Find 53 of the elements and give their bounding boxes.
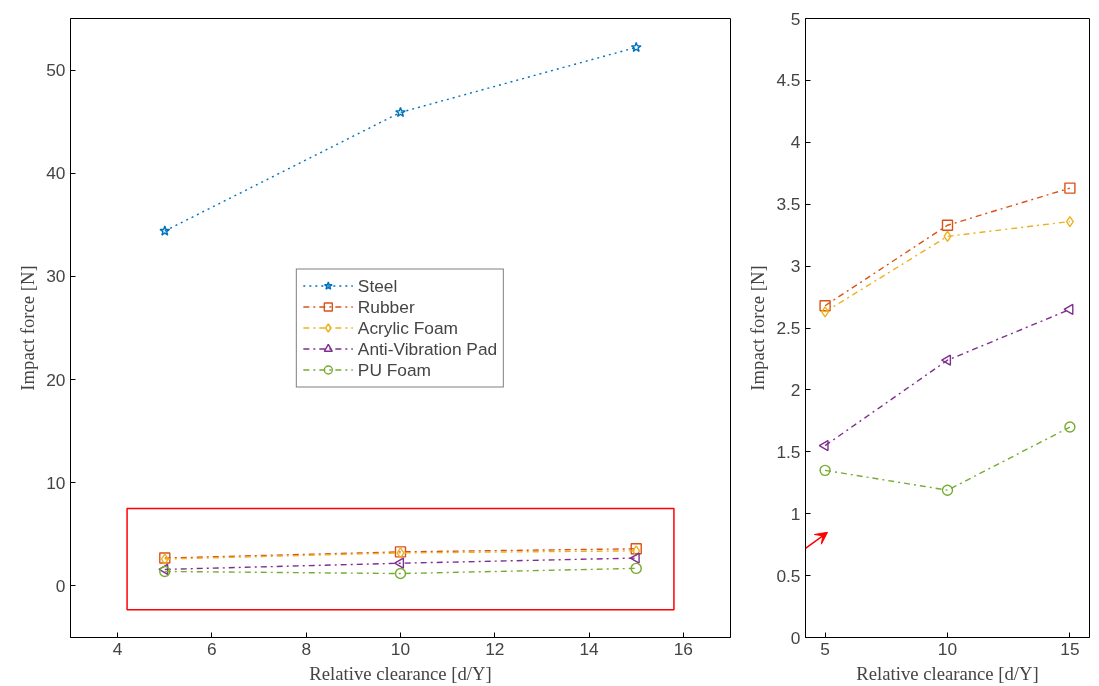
point — [1064, 182, 1076, 194]
x-tick-label: 12 — [485, 638, 505, 659]
point — [819, 300, 831, 312]
x-tick-label: 5 — [820, 638, 830, 659]
y-tick-label: 3 — [790, 256, 801, 277]
y-tick-label: 4.5 — [776, 70, 801, 91]
x-axis-title: Relative clearance [d/Y] — [856, 662, 1039, 684]
y-tick-label: 10 — [46, 472, 66, 493]
y-axis-title: Impact force [N] — [17, 265, 39, 391]
y-tick-label: 0.5 — [776, 565, 801, 586]
point — [159, 225, 171, 236]
legend-label: Anti-Vibration Pad — [357, 338, 498, 359]
y-tick-label: 40 — [46, 163, 66, 184]
x-tick-label: 16 — [673, 638, 693, 659]
point — [1063, 303, 1074, 316]
legend-label: Steel — [357, 275, 398, 296]
y-tick-label: 5 — [790, 8, 801, 29]
point — [819, 464, 831, 477]
point — [821, 306, 830, 318]
point — [394, 567, 407, 580]
point — [941, 484, 954, 496]
y-tick-label: 4 — [790, 132, 801, 153]
x-tick-label: 10 — [390, 638, 411, 659]
legend-label: Acrylic Foam — [357, 317, 458, 338]
x-axis-title: Relative clearance [d/Y] — [309, 662, 492, 684]
legend-label: PU Foam — [357, 359, 432, 380]
x-tick-label: 10 — [937, 638, 958, 659]
y-tick-label: 50 — [46, 60, 66, 81]
x-tick-label: 14 — [579, 638, 600, 659]
point — [630, 41, 642, 53]
y-tick-label: 1.5 — [776, 441, 801, 462]
point — [629, 552, 640, 564]
y-tick-label: 3.5 — [776, 194, 801, 215]
y-tick-label: 0 — [790, 627, 801, 648]
x-tick-label: 8 — [301, 638, 312, 659]
y-tick-label: 2 — [790, 379, 801, 400]
y-tick-label: 20 — [46, 369, 66, 390]
y-tick-label: 30 — [46, 266, 66, 287]
point — [395, 106, 406, 118]
point — [394, 557, 405, 569]
point — [630, 562, 642, 575]
point — [1064, 421, 1076, 433]
y-tick-label: 1 — [790, 503, 801, 524]
legend-label: Rubber — [357, 296, 415, 317]
point — [941, 354, 952, 366]
point — [941, 219, 954, 231]
y-axis-title: Impact force [N] — [747, 265, 769, 391]
x-tick-label: 6 — [207, 638, 217, 659]
y-tick-label: 2.5 — [776, 318, 801, 338]
y-tick-label: 0 — [55, 575, 66, 596]
x-tick-label: 4 — [112, 638, 123, 659]
x-tick-label: 15 — [1060, 638, 1080, 659]
point — [818, 439, 829, 452]
